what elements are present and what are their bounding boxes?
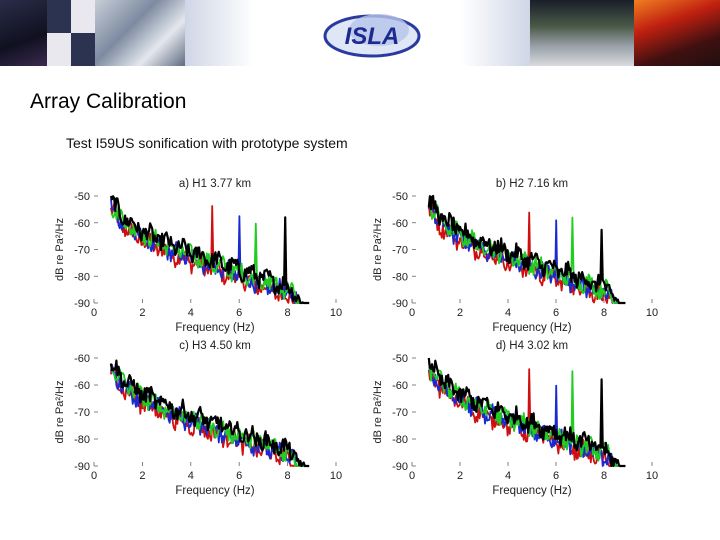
x-tick-label: 0 — [91, 307, 97, 319]
y-tick-label: -90 — [392, 461, 408, 473]
y-tick-label: -50 — [392, 353, 408, 365]
y-tick-label: -60 — [392, 380, 408, 392]
x-tick-label: 10 — [646, 307, 658, 319]
x-tick-label: 0 — [91, 470, 97, 482]
slide-title: Array Calibration — [30, 90, 187, 113]
x-tick-label: 4 — [188, 307, 194, 319]
series-line-green — [110, 363, 310, 467]
x-tick-label: 10 — [330, 470, 342, 482]
x-axis-label: Frequency (Hz) — [492, 322, 571, 334]
series-line-black — [427, 194, 626, 305]
x-tick-label: 2 — [457, 470, 463, 482]
y-tick-label: -80 — [74, 271, 90, 283]
x-tick-label: 6 — [236, 307, 242, 319]
x-tick-label: 10 — [646, 470, 658, 482]
y-tick-label: -80 — [392, 434, 408, 446]
chart-title: d) H4 3.02 km — [496, 340, 568, 352]
y-tick-label: -50 — [392, 191, 408, 203]
x-tick-label: 2 — [139, 470, 145, 482]
logo-text: ISLA — [345, 23, 400, 50]
y-tick-label: -60 — [74, 218, 90, 230]
y-tick-label: -60 — [74, 380, 90, 392]
banner-photo-lava — [634, 0, 720, 66]
x-tick-label: 0 — [409, 307, 415, 319]
x-tick-label: 0 — [409, 470, 415, 482]
chart-panel-4: d) H4 3.02 km 0 2 4 6 8 10 -50 -60 -70 -80 -90 Frequ… — [372, 340, 658, 497]
series-line-black — [109, 359, 310, 468]
y-tick-label: -70 — [74, 245, 90, 257]
x-axis-label: Frequency (Hz) — [175, 322, 254, 334]
x-tick-label: 4 — [188, 470, 194, 482]
y-tick-label: -80 — [392, 271, 408, 283]
banner-checker-1 — [47, 0, 71, 33]
y-tick-label: -70 — [392, 407, 408, 419]
y-tick-label: -60 — [74, 353, 90, 365]
chart-title: b) H2 7.16 km — [496, 178, 568, 190]
y-tick-label: -70 — [392, 245, 408, 257]
y-tick-label: -80 — [74, 434, 90, 446]
y-axis-label: dB re Pa²/Hz — [372, 218, 384, 281]
x-tick-label: 4 — [505, 307, 511, 319]
y-tick-label: -90 — [392, 298, 408, 310]
banner-photo-ice — [95, 0, 185, 66]
banner-checker-4 — [71, 33, 95, 66]
banner-checker-3 — [47, 33, 71, 66]
series-line-black — [427, 357, 626, 468]
y-tick-label: -90 — [74, 298, 90, 310]
x-tick-label: 10 — [330, 307, 342, 319]
x-tick-label: 8 — [285, 470, 291, 482]
y-axis-label: dB re Pa²/Hz — [54, 218, 66, 281]
header-banner: ISLA — [0, 0, 720, 66]
x-axis-label: Frequency (Hz) — [492, 485, 571, 497]
chart-title: a) H1 3.77 km — [179, 178, 251, 190]
x-tick-label: 2 — [457, 307, 463, 319]
x-tick-label: 6 — [236, 470, 242, 482]
series-line-black — [109, 195, 310, 305]
banner-photo-meteor — [0, 0, 47, 66]
slide-subtitle: Test I59US sonification with prototype s… — [66, 135, 348, 151]
x-tick-label: 6 — [553, 307, 559, 319]
x-tick-label: 2 — [139, 307, 145, 319]
x-tick-label: 4 — [505, 470, 511, 482]
x-tick-label: 8 — [601, 470, 607, 482]
banner-checker-2 — [71, 0, 95, 33]
y-tick-label: -90 — [74, 461, 90, 473]
banner-photo-earth — [530, 0, 634, 66]
y-axis-label: dB re Pa²/Hz — [54, 381, 66, 444]
chart-panel-2: b) H2 7.16 km 0 2 4 6 8 10 -50 -60 -70 -80 -90 Frequ… — [372, 178, 658, 334]
chart-panel-3: c) H3 4.50 km 0 2 4 6 8 10 -60 -60 -70 -80 -90 Frequ… — [54, 340, 342, 497]
y-axis-label: dB re Pa²/Hz — [372, 381, 384, 444]
x-tick-label: 6 — [553, 470, 559, 482]
y-tick-label: -50 — [74, 191, 90, 203]
y-tick-label: -70 — [74, 407, 90, 419]
x-axis-label: Frequency (Hz) — [175, 485, 254, 497]
chart-title: c) H3 4.50 km — [179, 340, 251, 352]
chart-panel-1: a) H1 3.77 km 0 2 4 6 8 10 -50 -60 -70 -80 -90 Frequ… — [54, 178, 342, 334]
x-tick-label: 8 — [601, 307, 607, 319]
isla-logo: ISLA — [323, 14, 421, 58]
x-tick-label: 8 — [285, 307, 291, 319]
y-tick-label: -60 — [392, 218, 408, 230]
